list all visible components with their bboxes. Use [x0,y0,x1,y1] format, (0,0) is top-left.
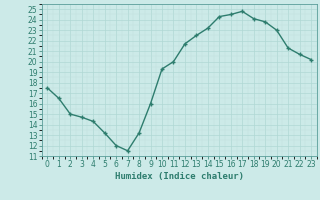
X-axis label: Humidex (Indice chaleur): Humidex (Indice chaleur) [115,172,244,181]
